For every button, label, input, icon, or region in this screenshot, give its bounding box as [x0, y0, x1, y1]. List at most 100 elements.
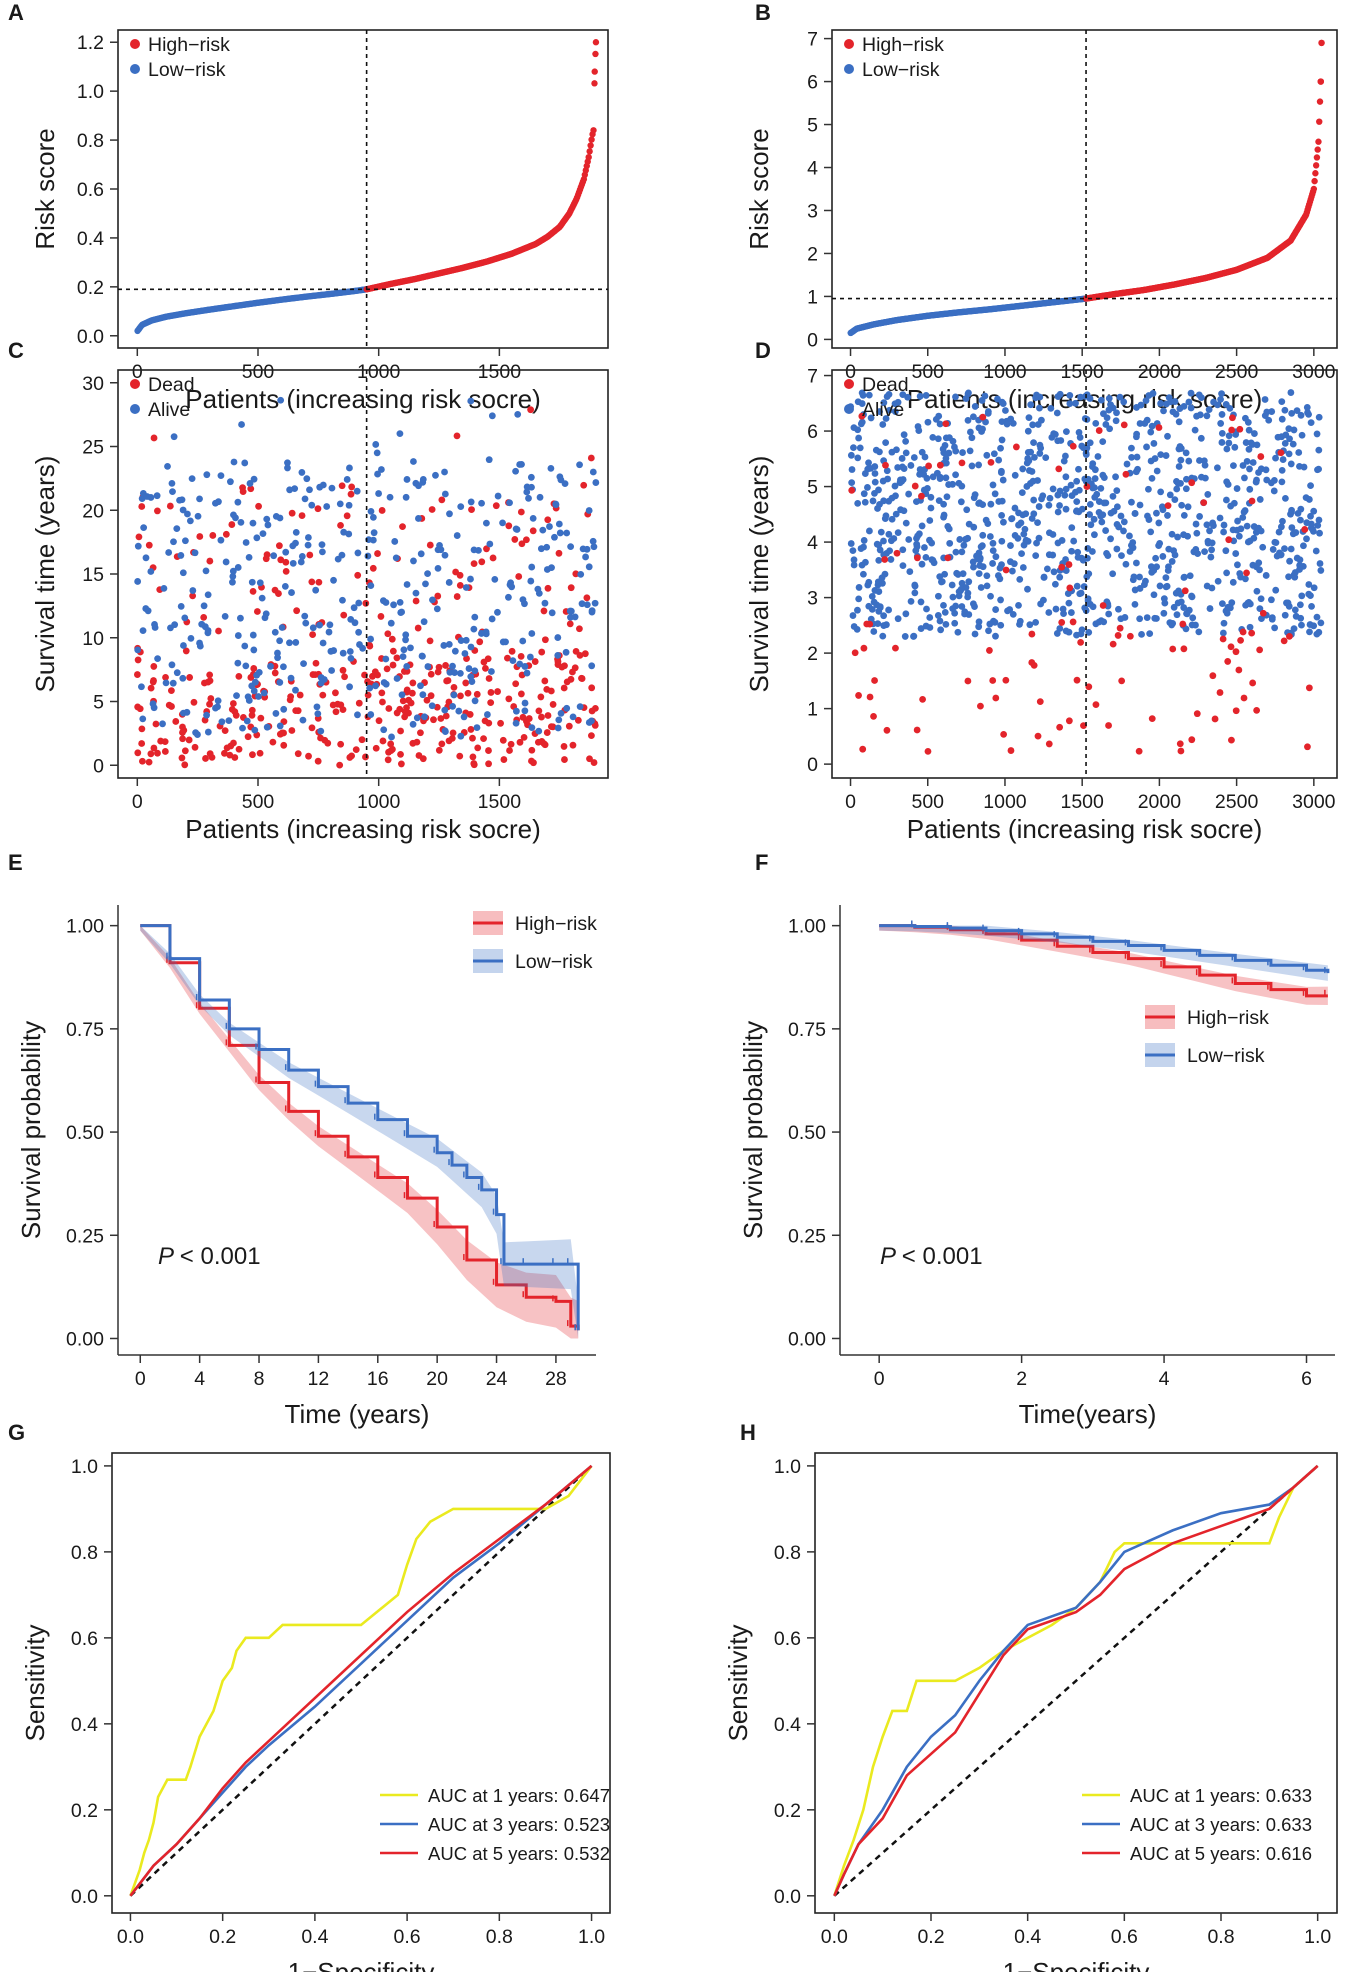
survival-point — [1176, 405, 1184, 413]
survival-point — [1011, 532, 1019, 539]
survival-point — [1058, 563, 1066, 571]
survival-point — [1177, 747, 1185, 755]
survival-point — [139, 757, 146, 765]
survival-point — [366, 641, 373, 649]
survival-point — [998, 537, 1006, 545]
survival-point — [576, 703, 584, 711]
survival-point — [850, 424, 858, 431]
survival-point — [959, 449, 966, 456]
survival-point — [1028, 630, 1036, 638]
survival-point — [314, 757, 322, 765]
survival-point — [134, 656, 142, 664]
survival-point — [1294, 509, 1302, 517]
survival-point — [162, 673, 169, 681]
y-tick-label: 4 — [807, 532, 818, 554]
survival-point — [167, 624, 174, 632]
survival-point — [1317, 619, 1325, 627]
risk-point — [588, 136, 595, 143]
survival-point — [419, 691, 427, 699]
survival-point — [173, 669, 181, 677]
survival-point — [1291, 606, 1299, 614]
survival-point — [161, 748, 169, 755]
survival-point — [1130, 573, 1138, 581]
survival-point — [1079, 444, 1087, 452]
survival-point — [1191, 426, 1199, 434]
survival-point — [1004, 607, 1011, 615]
survival-point — [487, 689, 495, 696]
survival-point — [330, 576, 337, 584]
survival-point — [536, 493, 544, 501]
survival-point — [1180, 645, 1188, 653]
survival-point — [521, 663, 529, 670]
survival-point — [512, 525, 520, 533]
survival-point — [554, 634, 562, 641]
survival-point — [388, 635, 396, 643]
y-tick-label: 25 — [82, 437, 104, 459]
survival-point — [848, 466, 856, 473]
survival-point — [879, 477, 887, 485]
survival-point — [1024, 585, 1031, 593]
survival-point — [430, 716, 437, 724]
survival-point — [1249, 459, 1257, 466]
y-axis-title: Survival time (years) — [744, 456, 774, 693]
survival-point — [261, 614, 269, 622]
survival-point — [337, 740, 345, 748]
survival-point — [177, 552, 185, 559]
survival-point — [555, 716, 563, 724]
survival-point — [583, 594, 591, 602]
survival-point — [872, 446, 880, 454]
survival-point — [424, 570, 431, 578]
survival-point — [1211, 715, 1219, 723]
survival-point — [362, 599, 370, 607]
survival-point — [1157, 488, 1165, 496]
plot-frame — [831, 369, 1338, 779]
survival-point — [1078, 505, 1086, 513]
survival-point — [457, 732, 465, 740]
survival-point — [202, 567, 210, 575]
survival-point — [169, 488, 176, 496]
survival-point — [403, 704, 410, 712]
survival-point — [1225, 439, 1233, 447]
survival-point — [1123, 460, 1131, 468]
survival-point — [422, 580, 429, 588]
survival-point — [287, 693, 295, 701]
survival-point — [1303, 404, 1311, 411]
y-tick-label: 2 — [807, 243, 818, 265]
survival-point — [367, 582, 375, 590]
x-tick-label: 0.2 — [917, 1926, 944, 1948]
survival-point — [899, 463, 906, 471]
survival-point — [299, 716, 307, 724]
survival-point — [902, 519, 910, 527]
survival-point — [375, 717, 383, 725]
survival-point — [253, 608, 261, 615]
survival-point — [1183, 475, 1190, 483]
survival-point — [1069, 442, 1077, 450]
y-tick-label: 0.75 — [66, 1019, 104, 1041]
survival-point — [1162, 574, 1170, 582]
survival-point — [453, 532, 461, 539]
survival-point — [471, 697, 479, 705]
survival-point — [1185, 457, 1193, 465]
survival-point — [1140, 581, 1148, 589]
survival-point — [1131, 510, 1139, 517]
y-tick-label: 0 — [807, 329, 818, 351]
survival-point — [1188, 479, 1196, 487]
y-tick-label: 1 — [807, 286, 818, 308]
survival-point — [351, 619, 359, 627]
risk-point — [1314, 146, 1321, 153]
y-tick-label: 0.0 — [71, 1886, 98, 1908]
survival-point — [957, 585, 965, 593]
survival-point — [441, 551, 449, 559]
survival-point — [1305, 590, 1313, 598]
survival-point — [1255, 524, 1263, 532]
survival-point — [870, 628, 878, 635]
survival-point — [1131, 586, 1139, 594]
survival-point — [1094, 453, 1102, 460]
survival-point — [567, 675, 575, 683]
survival-point — [958, 603, 966, 610]
survival-point — [1262, 466, 1270, 474]
y-axis-title: Sensitivity — [723, 1624, 753, 1741]
survival-point — [138, 683, 145, 691]
y-tick-label: 0.4 — [774, 1714, 801, 1736]
y-tick-label: 0.75 — [788, 1019, 826, 1041]
